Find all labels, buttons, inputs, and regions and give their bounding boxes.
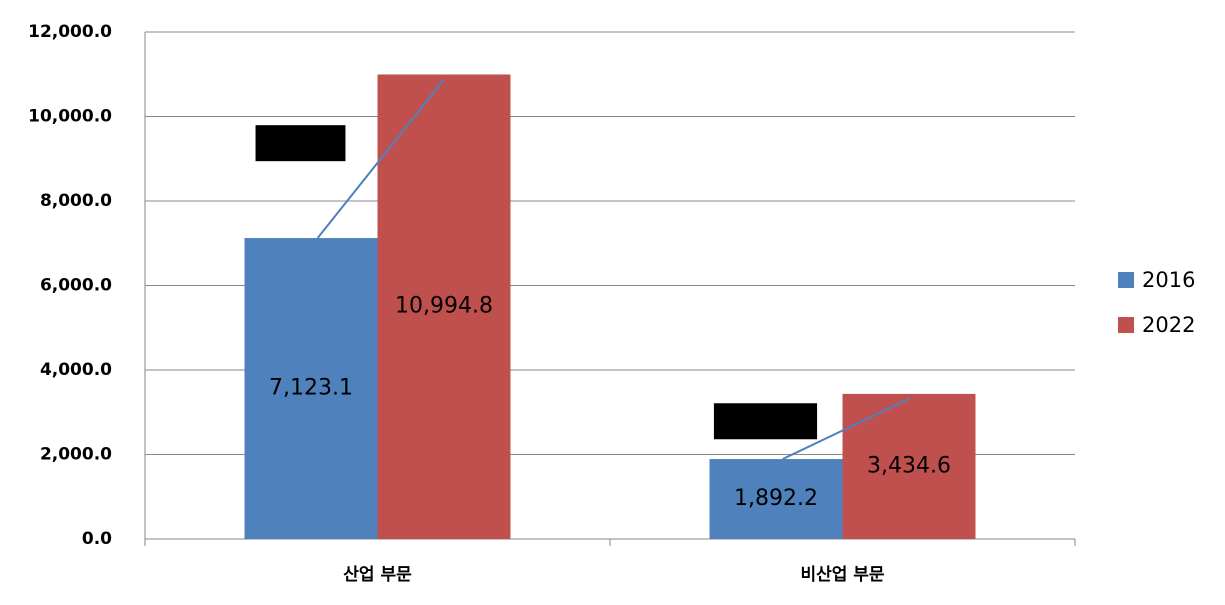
y-tick-label: 0.0	[82, 529, 112, 549]
legend-swatch	[1118, 317, 1134, 333]
growth-line	[316, 78, 445, 239]
bar	[244, 238, 378, 540]
y-tick-label: 2,000.0	[40, 445, 112, 465]
legend-swatch	[1118, 272, 1134, 288]
y-tick-label: 12,000.0	[28, 22, 112, 42]
y-tick-label: 6,000.0	[40, 276, 112, 296]
growth-label: 10.45%	[726, 411, 805, 433]
growth-label: 7.50%	[268, 133, 334, 155]
legend-label: 2022	[1142, 313, 1195, 337]
y-tick-label: 8,000.0	[40, 191, 112, 211]
bar	[842, 393, 976, 539]
legend-label: 2016	[1142, 268, 1195, 292]
growth-box	[255, 125, 346, 162]
bar	[377, 74, 511, 540]
growth-box	[713, 403, 818, 440]
x-tick-label: 산업 부문	[343, 565, 412, 585]
value-label: 7,123.1	[269, 376, 353, 401]
bar	[709, 459, 843, 539]
x-tick-label: 비산업 부문	[800, 565, 884, 585]
growth-line	[782, 397, 910, 460]
value-label: 3,434.6	[867, 453, 951, 478]
y-tick-label: 4,000.0	[40, 360, 112, 380]
value-label: 1,892.2	[734, 486, 818, 511]
value-label: 10,994.8	[395, 294, 493, 319]
y-tick-label: 10,000.0	[28, 107, 112, 127]
